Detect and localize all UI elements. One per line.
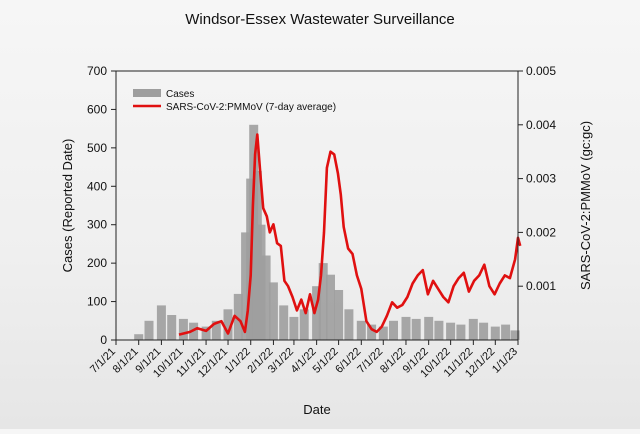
cases-bar	[211, 320, 221, 340]
cases-bar	[134, 334, 144, 340]
cases-bar	[490, 326, 500, 340]
cases-bar	[510, 330, 520, 340]
cases-bar	[378, 326, 388, 340]
cases-bar	[326, 274, 335, 340]
right-tick-label: 0.003	[526, 172, 556, 186]
cases-bar	[156, 305, 166, 340]
cases-bar	[401, 316, 411, 340]
cases-bar	[144, 320, 154, 340]
cases-bars	[134, 124, 520, 340]
left-axis: 0 100 200 300 400 500 600 700	[87, 64, 116, 347]
left-tick-label: 700	[87, 64, 107, 78]
cases-bar	[261, 255, 271, 340]
cases-bar	[468, 318, 478, 340]
legend-label-cases: Cases	[166, 89, 194, 100]
cases-bar	[223, 309, 233, 340]
cases-bar	[241, 232, 251, 340]
cases-bar	[318, 263, 328, 340]
left-tick-label: 300	[87, 218, 107, 232]
legend-swatch-cases	[133, 89, 161, 97]
left-tick-label: 0	[100, 333, 107, 347]
x-tick-label: 1/1/23	[490, 346, 520, 376]
x-axis-title: Date	[303, 402, 330, 417]
cases-bar	[501, 324, 511, 340]
cases-bar	[446, 322, 456, 340]
cases-bar	[279, 305, 289, 340]
cases-bar	[411, 318, 421, 340]
right-tick-label: 0.005	[526, 64, 556, 78]
cases-bar	[479, 322, 489, 340]
cases-bar	[233, 293, 243, 340]
cases-bar	[268, 282, 278, 340]
left-tick-label: 400	[87, 179, 107, 193]
cases-bar	[344, 309, 354, 340]
left-axis-title: Cases (Reported Date)	[60, 139, 75, 273]
x-axis: 7/1/218/1/219/1/2110/1/2111/1/2112/1/211…	[88, 340, 520, 380]
legend-label-ratio: SARS-CoV-2:PMMoV (7-day average)	[166, 102, 336, 113]
left-tick-label: 200	[87, 256, 107, 270]
right-tick-label: 0.001	[526, 279, 556, 293]
cases-bar	[201, 326, 211, 340]
cases-bar	[434, 320, 444, 340]
cases-bar	[367, 324, 377, 340]
cases-bar	[256, 224, 266, 340]
legend: Cases SARS-CoV-2:PMMoV (7-day average)	[133, 89, 336, 113]
right-axis: 0.001 0.002 0.003 0.004 0.005	[518, 64, 556, 293]
right-axis-title: SARS-CoV-2:PMMoV (gc:gc)	[578, 121, 593, 290]
cases-bar	[312, 286, 322, 340]
cases-bar	[456, 324, 466, 340]
left-tick-label: 500	[87, 141, 107, 155]
cases-bar	[334, 290, 344, 340]
cases-bar	[289, 316, 299, 340]
left-tick-label: 100	[87, 295, 107, 309]
cases-bar	[167, 315, 177, 340]
cases-bar	[389, 320, 398, 340]
cases-bar	[356, 320, 366, 340]
ratio-line	[178, 133, 522, 336]
right-tick-label: 0.004	[526, 118, 556, 132]
cases-bar	[299, 309, 309, 340]
cases-bar	[178, 318, 188, 340]
left-tick-label: 600	[87, 102, 107, 116]
cases-bar	[424, 316, 434, 340]
chart-title: Windsor-Essex Wastewater Surveillance	[185, 11, 455, 28]
right-tick-label: 0.002	[526, 225, 556, 239]
